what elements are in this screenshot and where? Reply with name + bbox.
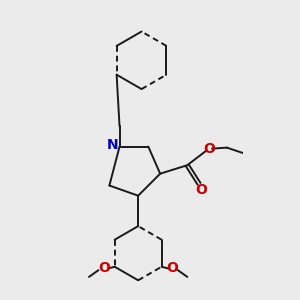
Text: N: N [106,138,118,152]
Text: O: O [195,183,207,197]
Text: O: O [166,262,178,275]
Text: O: O [99,262,110,275]
Text: O: O [203,142,215,156]
